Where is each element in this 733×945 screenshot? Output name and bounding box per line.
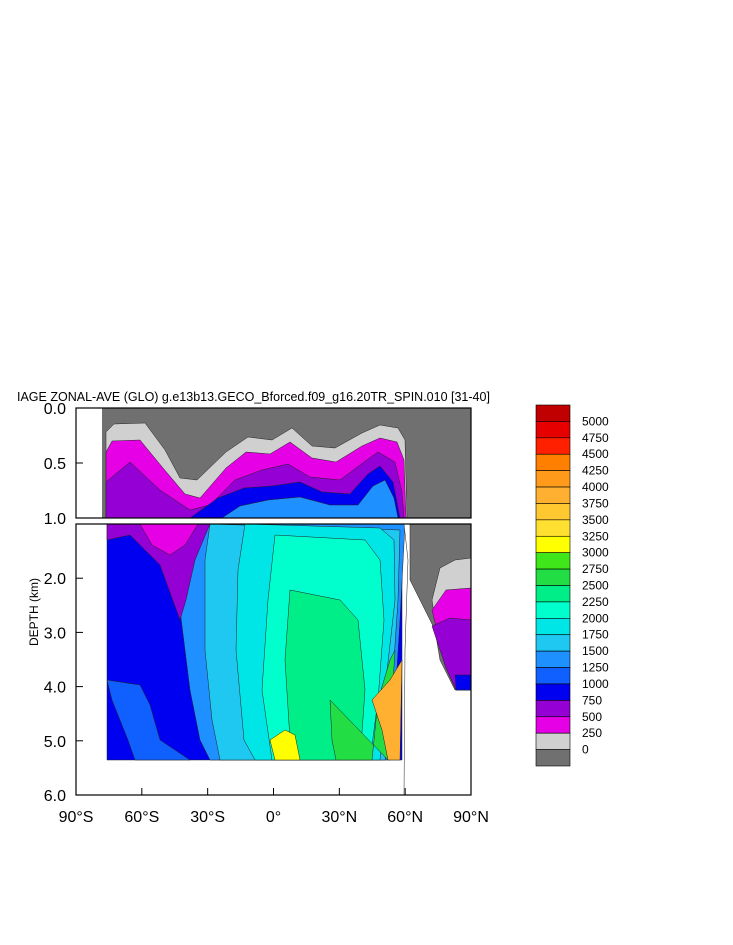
y-tick-label-upper: 0.0 <box>44 401 66 418</box>
colorbar-box <box>535 634 571 652</box>
upper-panel-contours <box>102 408 471 519</box>
chart-title: IAGE ZONAL-AVE (GLO) g.e13b13.GECO_Bforc… <box>17 390 490 404</box>
contour-band-1100-deep <box>106 679 191 761</box>
colorbar-box <box>535 618 571 636</box>
colorbar-box <box>535 404 571 422</box>
x-tick-label: 60°N <box>387 809 423 826</box>
y-tick-label-upper: 0.5 <box>44 456 66 473</box>
colorbar-label: 4000 <box>582 480 609 494</box>
x-tick-label: 90°N <box>453 809 489 826</box>
colorbar-label: 1000 <box>582 677 609 691</box>
colorbar-label: 2250 <box>582 595 609 609</box>
colorbar-box <box>535 683 571 701</box>
colorbar-box <box>535 700 571 718</box>
y-tick-label-lower: 6.0 <box>44 788 66 805</box>
colorbar-label: 250 <box>582 726 602 740</box>
colorbar-label: 4750 <box>582 431 609 445</box>
colorbar-box <box>535 486 571 504</box>
contour-band-3750-deep <box>371 659 403 761</box>
colorbar-label: 4250 <box>582 464 609 478</box>
x-tick-label: 0° <box>266 809 281 826</box>
y-tick-label-lower: 5.0 <box>44 734 66 751</box>
colorbar-label: 1750 <box>582 628 609 642</box>
colorbar-box <box>535 453 571 471</box>
plot-panels <box>75 407 472 796</box>
colorbar-box <box>535 519 571 537</box>
colorbar-label: 1250 <box>582 661 609 675</box>
axes: 90°S 60°S 30°S 0° 30°N 60°N 90°N 0.0 0.5 1.0 2.0 3.… <box>44 401 489 826</box>
colorbar-label: 2500 <box>582 579 609 593</box>
colorbar-box <box>535 470 571 488</box>
colorbar-label: 4500 <box>582 447 609 461</box>
arctic-band-1000 <box>454 674 472 691</box>
colorbar-box <box>535 667 571 685</box>
y-tick-label-upper: 1.0 <box>44 511 66 528</box>
colorbar-box <box>535 716 571 734</box>
colorbar-box <box>535 437 571 455</box>
colorbar-label: 1500 <box>582 644 609 658</box>
lower-panel-contours <box>106 523 472 796</box>
y-tick-label-lower: 2.0 <box>44 571 66 588</box>
colorbar-box <box>535 601 571 619</box>
colorbar-label: 2750 <box>582 562 609 576</box>
colorbar-label: 500 <box>582 710 602 724</box>
colorbar-label: 2000 <box>582 611 609 625</box>
y-tick-label-lower: 4.0 <box>44 680 66 697</box>
contour-band-750-deep <box>106 523 211 621</box>
y-tick-label-lower: 3.0 <box>44 625 66 642</box>
contour-band-3000-deep <box>269 729 301 761</box>
colorbar-box <box>535 552 571 570</box>
colorbar-box <box>535 421 571 439</box>
colorbar-label: 750 <box>582 693 602 707</box>
x-tick-label: 90°S <box>59 809 94 826</box>
colorbar-box <box>535 749 571 767</box>
y-axis-label: DEPTH (km) <box>27 578 41 646</box>
x-tick-label: 30°S <box>190 809 225 826</box>
colorbar-box <box>535 585 571 603</box>
colorbar: 5000475045004250400037503500325030002750… <box>535 404 609 767</box>
colorbar-box <box>535 503 571 521</box>
colorbar-label: 3000 <box>582 546 609 560</box>
x-tick-label: 30°N <box>321 809 357 826</box>
colorbar-label: 0 <box>582 743 589 757</box>
colorbar-box <box>535 650 571 668</box>
colorbar-label: 3500 <box>582 513 609 527</box>
contour-band-1250 <box>221 479 399 519</box>
colorbar-box <box>535 568 571 586</box>
colorbar-label: 5000 <box>582 414 609 428</box>
colorbar-label: 3250 <box>582 529 609 543</box>
colorbar-box <box>535 732 571 750</box>
colorbar-box <box>535 535 571 553</box>
colorbar-label: 3750 <box>582 496 609 510</box>
x-tick-label: 60°S <box>124 809 159 826</box>
